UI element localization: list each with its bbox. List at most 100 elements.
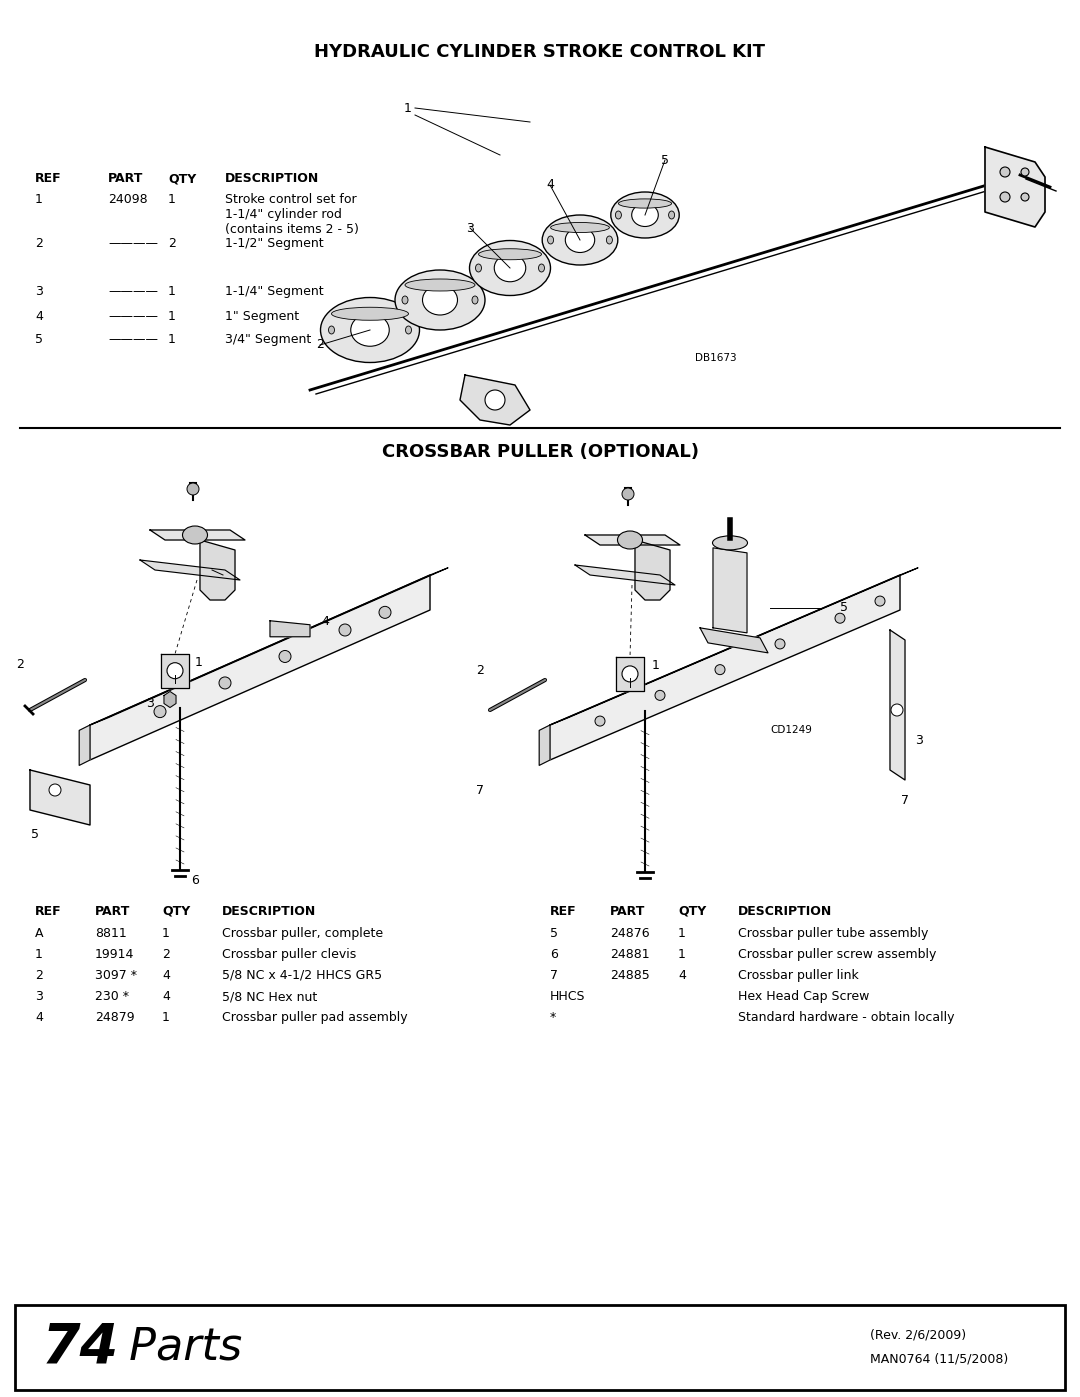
Ellipse shape [539, 264, 544, 272]
Text: (Rev. 2/6/2009): (Rev. 2/6/2009) [870, 1329, 967, 1341]
Text: Stroke control set for
1-1/4" cylinder rod
(contains items 2 - 5): Stroke control set for 1-1/4" cylinder r… [225, 193, 359, 236]
Text: 24876: 24876 [610, 928, 650, 940]
Ellipse shape [606, 236, 612, 244]
Text: 4: 4 [678, 970, 686, 982]
Text: 24879: 24879 [95, 1011, 135, 1024]
Text: QTY: QTY [162, 905, 190, 918]
Circle shape [49, 784, 60, 796]
Polygon shape [90, 576, 430, 760]
Ellipse shape [495, 254, 526, 282]
Text: 1: 1 [678, 928, 686, 940]
Text: REF: REF [35, 905, 62, 918]
Ellipse shape [405, 326, 411, 334]
Ellipse shape [616, 211, 621, 219]
Text: ————: ———— [108, 332, 158, 346]
Polygon shape [550, 567, 918, 725]
Text: 5: 5 [840, 601, 848, 615]
Ellipse shape [321, 298, 419, 362]
Ellipse shape [422, 285, 458, 314]
Text: 3: 3 [915, 733, 923, 746]
Text: ————: ———— [108, 237, 158, 250]
Circle shape [775, 638, 785, 650]
Text: 2: 2 [35, 237, 43, 250]
Text: 1: 1 [168, 285, 176, 298]
Text: HYDRAULIC CYLINDER STROKE CONTROL KIT: HYDRAULIC CYLINDER STROKE CONTROL KIT [314, 43, 766, 61]
Text: 2: 2 [16, 658, 24, 672]
Ellipse shape [618, 531, 643, 549]
Text: 2: 2 [476, 664, 484, 676]
Ellipse shape [611, 191, 679, 237]
Text: DESCRIPTION: DESCRIPTION [225, 172, 320, 184]
Polygon shape [460, 374, 530, 425]
Ellipse shape [548, 236, 554, 244]
Text: 6: 6 [550, 949, 558, 961]
Text: 5: 5 [550, 928, 558, 940]
Polygon shape [164, 692, 176, 707]
Ellipse shape [478, 249, 541, 260]
Circle shape [485, 390, 505, 409]
Text: 1: 1 [35, 193, 43, 205]
Circle shape [167, 662, 183, 679]
Ellipse shape [332, 307, 408, 320]
Text: QTY: QTY [168, 172, 197, 184]
Text: 4: 4 [162, 970, 170, 982]
Text: CROSSBAR PULLER (OPTIONAL): CROSSBAR PULLER (OPTIONAL) [381, 443, 699, 461]
Text: Crossbar puller, complete: Crossbar puller, complete [222, 928, 383, 940]
Polygon shape [985, 147, 1045, 226]
Text: 1" Segment: 1" Segment [225, 310, 299, 323]
Text: PART: PART [95, 905, 131, 918]
Ellipse shape [472, 296, 478, 305]
Text: 1: 1 [404, 102, 411, 115]
Text: 1: 1 [162, 1011, 170, 1024]
Polygon shape [200, 541, 235, 599]
Polygon shape [890, 630, 905, 780]
Text: 1-1/2" Segment: 1-1/2" Segment [225, 237, 324, 250]
Polygon shape [550, 576, 900, 760]
Text: HHCS: HHCS [550, 990, 585, 1003]
Text: 19914: 19914 [95, 949, 134, 961]
Ellipse shape [328, 326, 335, 334]
Text: 1: 1 [652, 659, 660, 672]
Text: Parts: Parts [114, 1326, 242, 1369]
Text: ————: ———— [108, 310, 158, 323]
Ellipse shape [551, 222, 609, 232]
Text: REF: REF [550, 905, 577, 918]
Text: 1: 1 [35, 949, 43, 961]
Ellipse shape [542, 215, 618, 265]
Text: DB1673: DB1673 [696, 353, 737, 363]
Text: 6: 6 [191, 873, 199, 887]
Polygon shape [635, 541, 670, 599]
Text: 4: 4 [35, 310, 43, 323]
Text: 3097 *: 3097 * [95, 970, 137, 982]
Text: 4: 4 [162, 990, 170, 1003]
Circle shape [154, 705, 166, 718]
Text: *: * [550, 1011, 556, 1024]
Text: 3: 3 [146, 697, 154, 710]
Circle shape [1021, 168, 1029, 176]
Circle shape [835, 613, 845, 623]
Text: 1: 1 [168, 310, 176, 323]
Text: 5: 5 [31, 828, 39, 841]
Text: 5/8 NC x 4-1/2 HHCS GR5: 5/8 NC x 4-1/2 HHCS GR5 [222, 970, 382, 982]
Text: 3: 3 [467, 222, 474, 235]
Text: A: A [35, 928, 43, 940]
Text: Crossbar puller link: Crossbar puller link [738, 970, 859, 982]
Circle shape [595, 717, 605, 726]
Polygon shape [539, 725, 550, 766]
Text: 5: 5 [661, 154, 669, 166]
Polygon shape [140, 560, 240, 580]
Text: 4: 4 [35, 1011, 43, 1024]
Text: 3: 3 [35, 285, 43, 298]
Text: 230 *: 230 * [95, 990, 129, 1003]
Text: 1: 1 [168, 193, 176, 205]
Text: Crossbar puller tube assembly: Crossbar puller tube assembly [738, 928, 929, 940]
Polygon shape [161, 654, 189, 687]
Circle shape [622, 666, 638, 682]
Text: 1: 1 [168, 332, 176, 346]
Ellipse shape [475, 264, 482, 272]
Ellipse shape [669, 211, 675, 219]
Polygon shape [700, 627, 768, 652]
Text: QTY: QTY [678, 905, 706, 918]
Text: 5: 5 [35, 332, 43, 346]
Polygon shape [585, 535, 680, 545]
